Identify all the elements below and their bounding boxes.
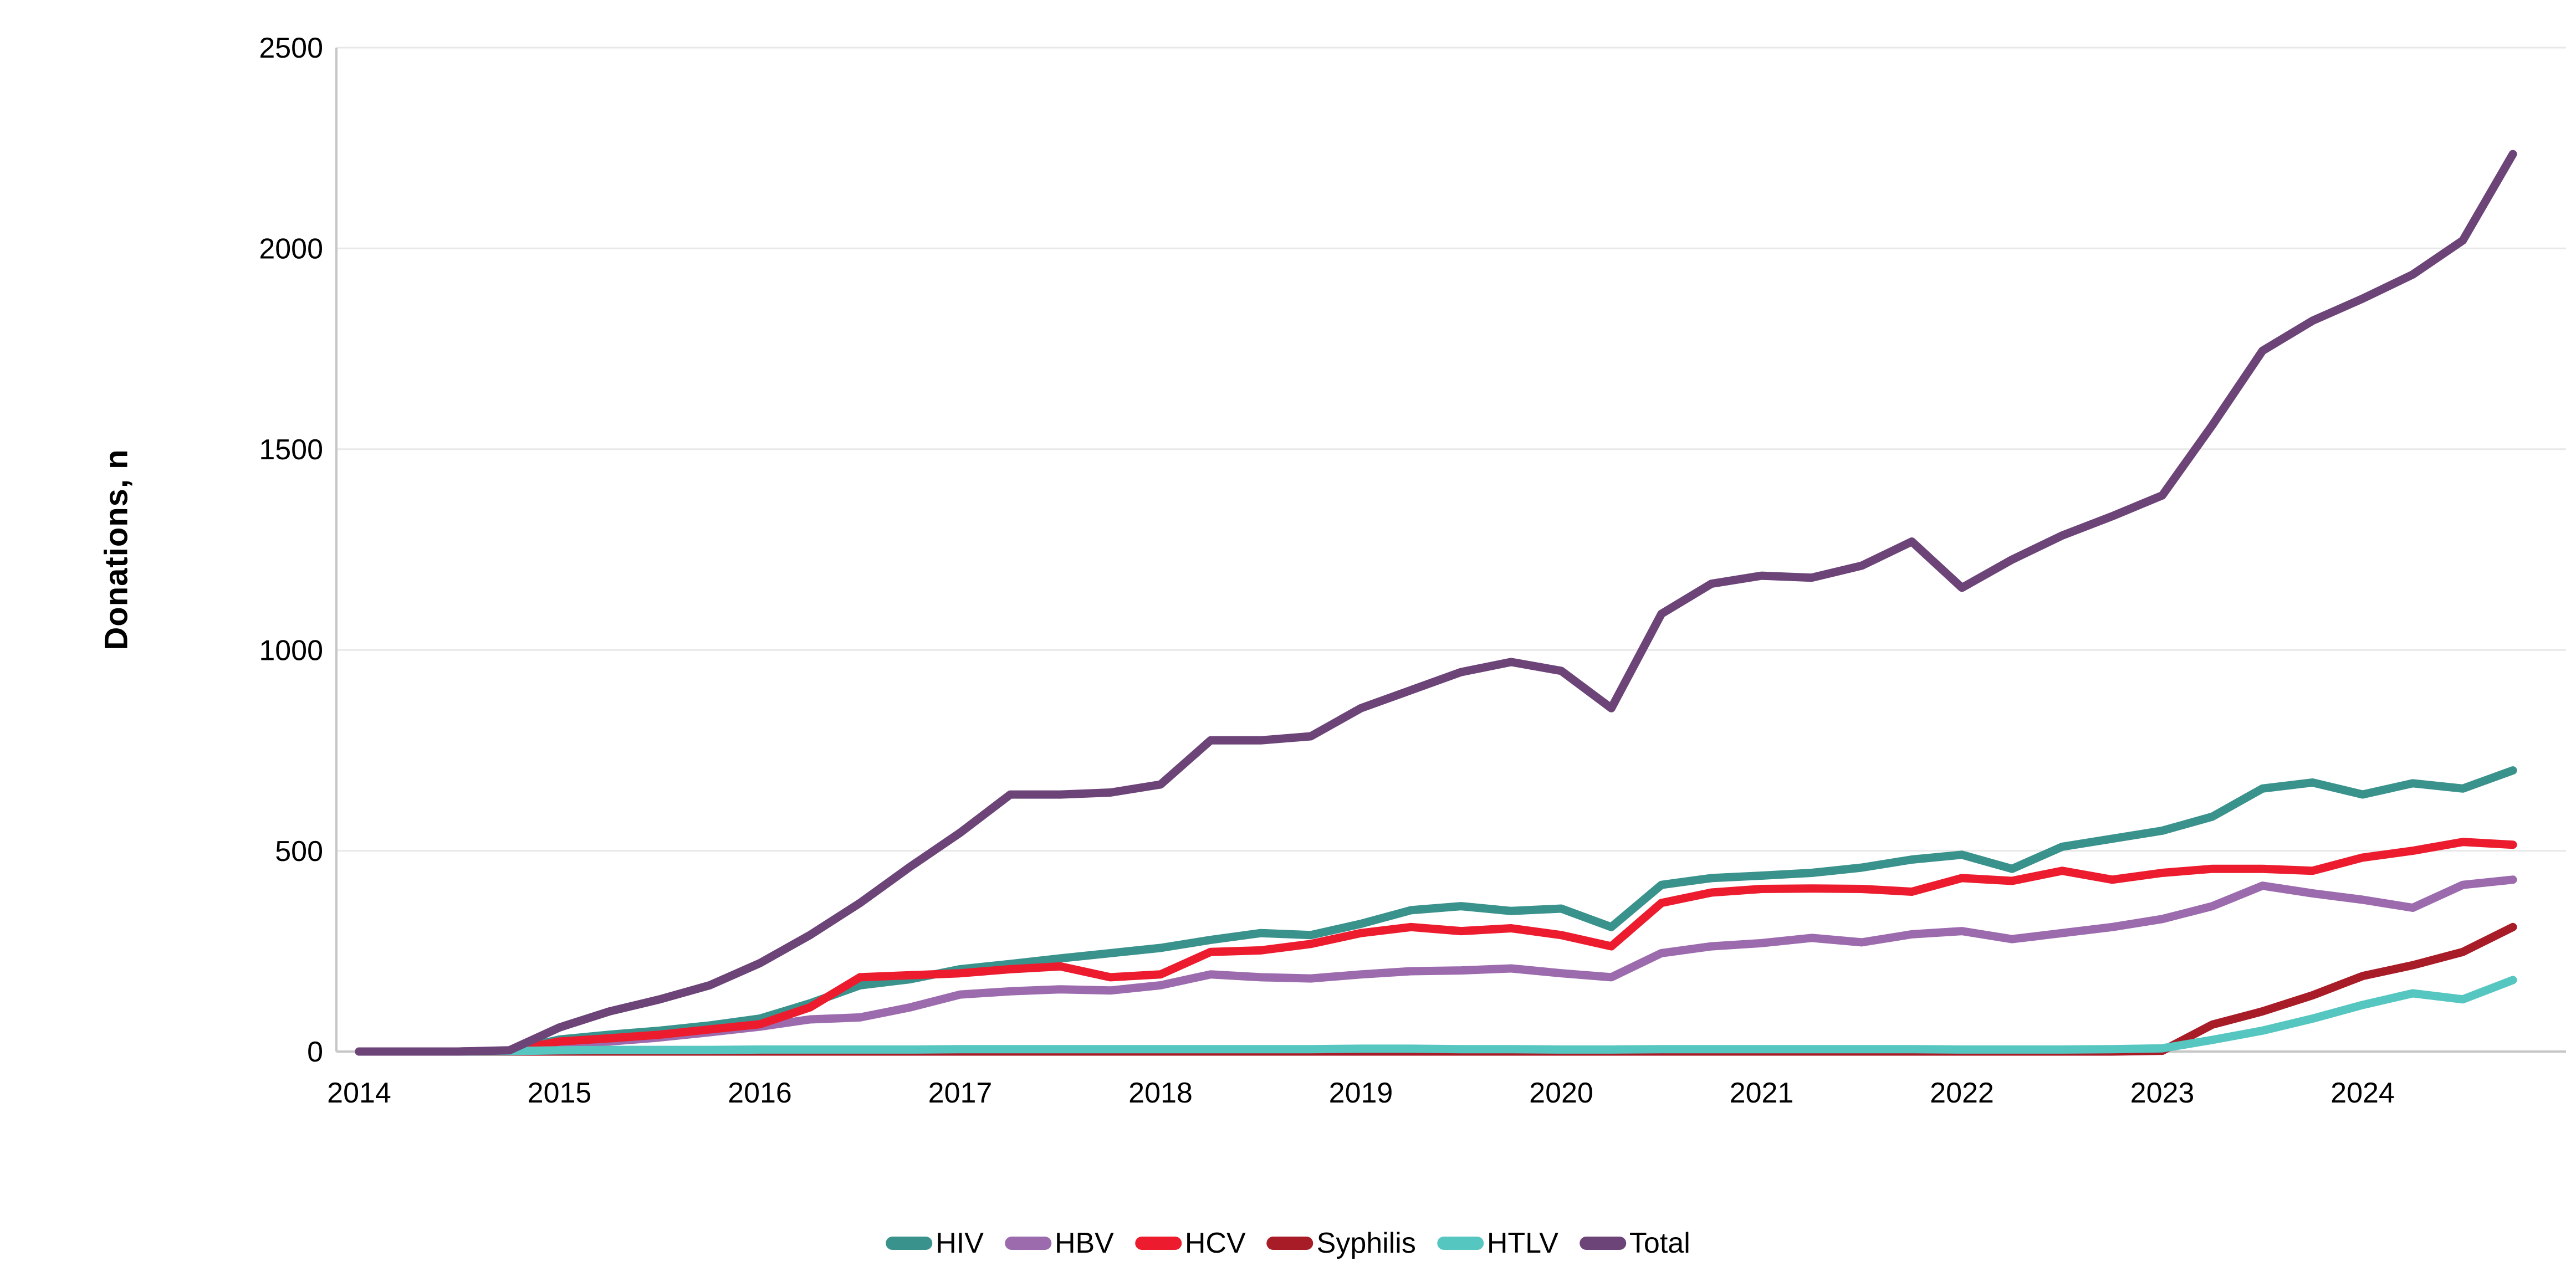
- legend-swatch-syphilis: [1266, 1237, 1313, 1250]
- y-tick-label-1000: 1000: [259, 634, 323, 666]
- legend-swatch-hbv: [1004, 1237, 1051, 1250]
- legend-label-syphilis: Syphilis: [1316, 1227, 1416, 1259]
- legend-item-hiv: HIV: [886, 1229, 984, 1258]
- legend-item-htlv: HTLV: [1437, 1229, 1558, 1258]
- legend: HIV HBV HCV Syphilis HTLV Total: [886, 1229, 1690, 1258]
- x-tick-label-2018: 2018: [1128, 1077, 1193, 1109]
- legend-item-hcv: HCV: [1134, 1227, 1246, 1259]
- y-tick-label-0: 0: [307, 1036, 323, 1068]
- x-tick-label-2022: 2022: [1930, 1077, 1994, 1109]
- legend-label-hbv: HBV: [1054, 1227, 1114, 1259]
- x-tick-label-2024: 2024: [2330, 1077, 2395, 1109]
- x-tick-label-2014: 2014: [327, 1077, 391, 1109]
- x-tick-label-2015: 2015: [528, 1077, 592, 1109]
- legend-label-hcv: HCV: [1184, 1227, 1246, 1259]
- legend-item-syphilis: Syphilis: [1266, 1227, 1416, 1259]
- x-tick-label-2019: 2019: [1329, 1077, 1393, 1109]
- y-tick-label-2500: 2500: [259, 32, 323, 64]
- y-tick-label-2000: 2000: [259, 233, 323, 265]
- series-line-hcv: [355, 838, 2517, 1056]
- x-tick-label-2021: 2021: [1730, 1077, 1794, 1109]
- x-tick-label-2017: 2017: [928, 1077, 993, 1109]
- legend-swatch-hiv: [886, 1237, 933, 1250]
- legend-label-htlv: HTLV: [1486, 1227, 1558, 1259]
- legend-label-hiv: HIV: [936, 1227, 984, 1259]
- y-tick-label-500: 500: [275, 835, 323, 868]
- legend-swatch-total: [1579, 1237, 1626, 1250]
- series-line-hiv: [355, 766, 2517, 1056]
- x-tick-label-2016: 2016: [728, 1077, 792, 1109]
- y-axis-title: Donations, n: [98, 449, 135, 650]
- y-tick-label-1500: 1500: [259, 434, 323, 466]
- x-tick-label-2020: 2020: [1529, 1077, 1593, 1109]
- series-line-total: [355, 150, 2517, 1056]
- legend-swatch-htlv: [1437, 1237, 1484, 1250]
- legend-label-total: Total: [1629, 1227, 1690, 1259]
- series-line-htlv: [355, 976, 2517, 1056]
- legend-item-hbv: HBV: [1004, 1227, 1114, 1259]
- x-tick-label-2023: 2023: [2130, 1077, 2195, 1109]
- legend-item-total: Total: [1579, 1227, 1690, 1259]
- legend-swatch-hcv: [1134, 1237, 1182, 1250]
